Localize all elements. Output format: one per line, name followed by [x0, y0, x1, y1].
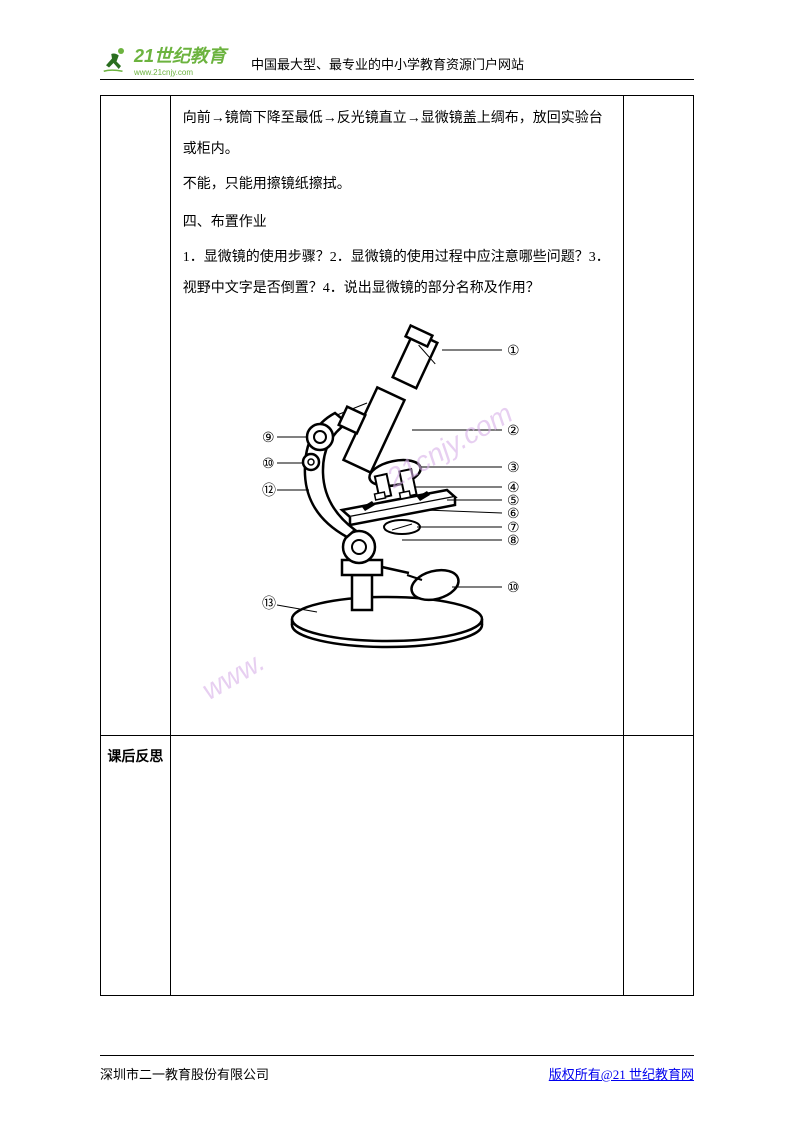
- label-12: ⑫: [262, 483, 276, 499]
- label-9: ⑨: [262, 431, 275, 446]
- label-3: ③: [507, 461, 520, 476]
- label-6: ⑥: [507, 507, 520, 522]
- footer-company: 深圳市二一教育股份有限公司: [100, 1064, 269, 1083]
- label-10: ⑩: [262, 457, 275, 472]
- label-13: ⑬: [262, 596, 276, 612]
- section-title: 四、布置作业: [183, 208, 611, 239]
- logo: 21世纪教育 www.21cnjy.com: [100, 42, 226, 77]
- logo-runner-icon: [100, 45, 130, 75]
- content-cell: 向前→镜筒下降至最低→反光镜直立→显微镜盖上绸布，放回实验台或柜内。 不能，只能…: [170, 96, 623, 736]
- lesson-table: 向前→镜筒下降至最低→反光镜直立→显微镜盖上绸布，放回实验台或柜内。 不能，只能…: [100, 95, 694, 996]
- left-label-cell: [101, 96, 171, 736]
- label-mirror: ⑩: [507, 581, 520, 596]
- paragraph-2: 不能，只能用擦镜纸擦拭。: [183, 170, 611, 201]
- footer-copyright[interactable]: 版权所有@21 世纪教育网: [549, 1064, 694, 1083]
- logo-text: 21世纪教育: [134, 46, 226, 66]
- homework-text: 1．显微镜的使用步骤？2．显微镜的使用过程中应注意哪些问题？3．视野中文字是否倒…: [183, 243, 611, 305]
- microscope-svg: ① ② ③ ④ ⑤ ⑥ ⑦ ⑧ ⑩ ⑨ ⑩ ⑫ ⑬: [247, 315, 547, 655]
- label-8: ⑧: [507, 534, 520, 549]
- page-footer: 深圳市二一教育股份有限公司 版权所有@21 世纪教育网: [100, 1055, 694, 1083]
- reflection-label: 课后反思: [101, 736, 171, 996]
- reflection-text: 课后反思: [107, 750, 163, 765]
- microscope-diagram: ① ② ③ ④ ⑤ ⑥ ⑦ ⑧ ⑩ ⑨ ⑩ ⑫ ⑬: [183, 315, 611, 668]
- logo-url: www.21cnjy.com: [134, 68, 226, 77]
- label-2: ②: [507, 424, 520, 439]
- right-side-cell: [624, 96, 694, 736]
- label-1: ①: [507, 344, 520, 359]
- header-slogan: 中国最大型、最专业的中小学教育资源门户网站: [251, 54, 524, 77]
- reflection-side: [624, 736, 694, 996]
- page-header: 21世纪教育 www.21cnjy.com 中国最大型、最专业的中小学教育资源门…: [100, 30, 694, 80]
- reflection-content: [170, 736, 623, 996]
- paragraph-1: 向前→镜筒下降至最低→反光镜直立→显微镜盖上绸布，放回实验台或柜内。: [183, 104, 611, 166]
